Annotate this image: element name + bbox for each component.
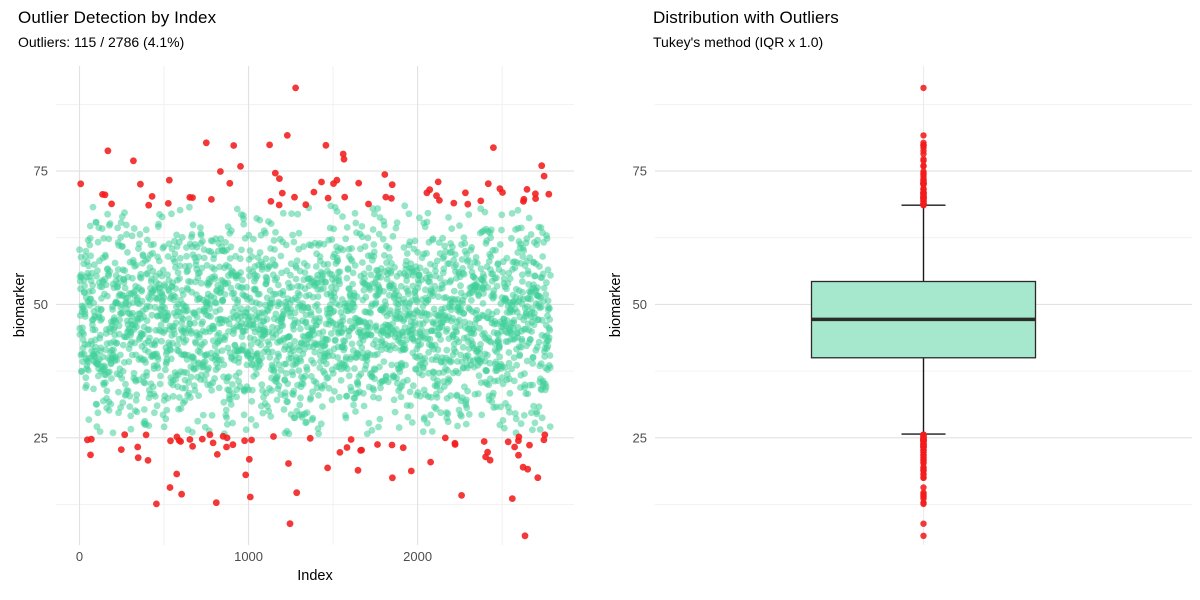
y-tick-label-left: 25 — [34, 430, 48, 445]
boxplot-outlier-points — [920, 84, 927, 539]
axis-tick-labels: 25 25 50 50 75 75 0 1000 2000 — [34, 164, 647, 564]
y-tick-label-right: 25 — [633, 430, 647, 445]
box-y-axis-title: biomarker — [608, 272, 624, 338]
scatter-panel-title: Outlier Detection by Index — [18, 8, 217, 27]
y-tick-label-right: 75 — [633, 164, 647, 179]
y-tick-label-left: 75 — [34, 164, 48, 179]
scatter-points-outlier — [77, 84, 553, 540]
box-panel-title: Distribution with Outliers — [653, 8, 839, 27]
box-panel-subtitle: Tukey's method (IQR x 1.0) — [653, 34, 824, 50]
x-tick-label: 1000 — [234, 549, 263, 564]
x-tick-label: 0 — [76, 549, 83, 564]
boxplot — [810, 204, 1037, 435]
scatter-x-axis-title: Index — [297, 568, 333, 584]
scatter-y-axis-title: biomarker — [12, 272, 28, 338]
scatter-panel-subtitle: Outliers: 115 / 2786 (4.1%) — [18, 34, 185, 50]
x-tick-label: 2000 — [403, 549, 432, 564]
y-tick-label-right: 50 — [633, 297, 647, 312]
y-tick-label-left: 50 — [34, 297, 48, 312]
scatter-points-normal — [76, 202, 554, 438]
